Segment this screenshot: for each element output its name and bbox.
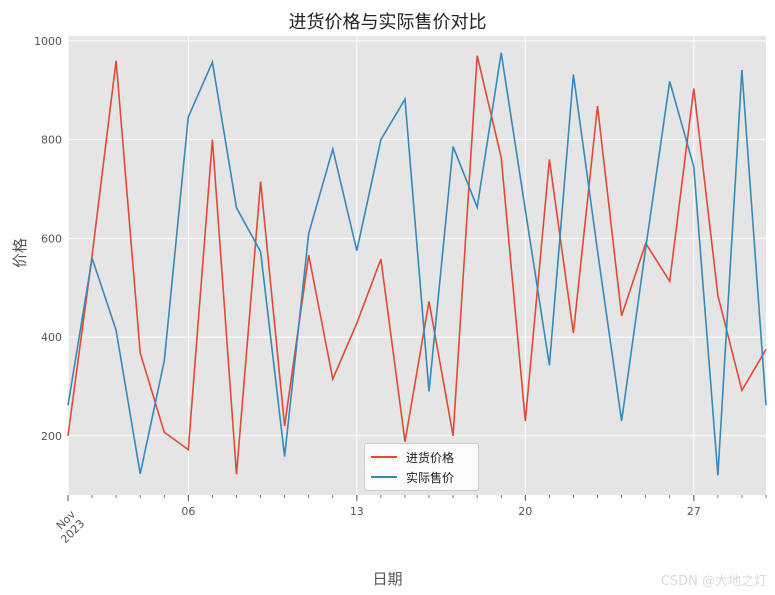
- y-axis-label: 价格: [11, 237, 29, 268]
- x-axis-label: 日期: [372, 570, 403, 588]
- legend-item-actual-price: 实际售价: [371, 468, 454, 486]
- series-layer: [67, 52, 767, 476]
- y-tick-label: 400: [41, 331, 62, 344]
- legend-item-purchase-price: 进货价格: [371, 448, 454, 466]
- grid-lines: [67, 36, 766, 495]
- plot-background: [68, 36, 766, 495]
- x-tick-label: 20: [518, 505, 532, 518]
- x-tick-label: 13: [350, 505, 364, 518]
- series-line-actual-price: [67, 52, 767, 476]
- x-tick-label: 27: [687, 505, 701, 518]
- y-tick-label: 800: [41, 134, 62, 147]
- watermark: CSDN @大地之灯: [660, 574, 767, 589]
- x-tick-label: 06: [181, 505, 195, 518]
- chart-title: 进货价格与实际售价对比: [288, 12, 487, 33]
- legend-label-actual-price: 实际售价: [406, 470, 455, 485]
- legend-label-purchase-price: 进货价格: [406, 450, 455, 465]
- legend-swatch-actual-price: [371, 476, 397, 478]
- y-tick-label: 1000: [34, 35, 62, 48]
- legend-swatch-purchase-price: [371, 456, 397, 458]
- series-line-purchase-price: [67, 55, 767, 475]
- legend: 进货价格 实际售价: [364, 443, 479, 491]
- y-tick-label: 600: [41, 232, 62, 245]
- y-tick-label: 200: [41, 430, 62, 443]
